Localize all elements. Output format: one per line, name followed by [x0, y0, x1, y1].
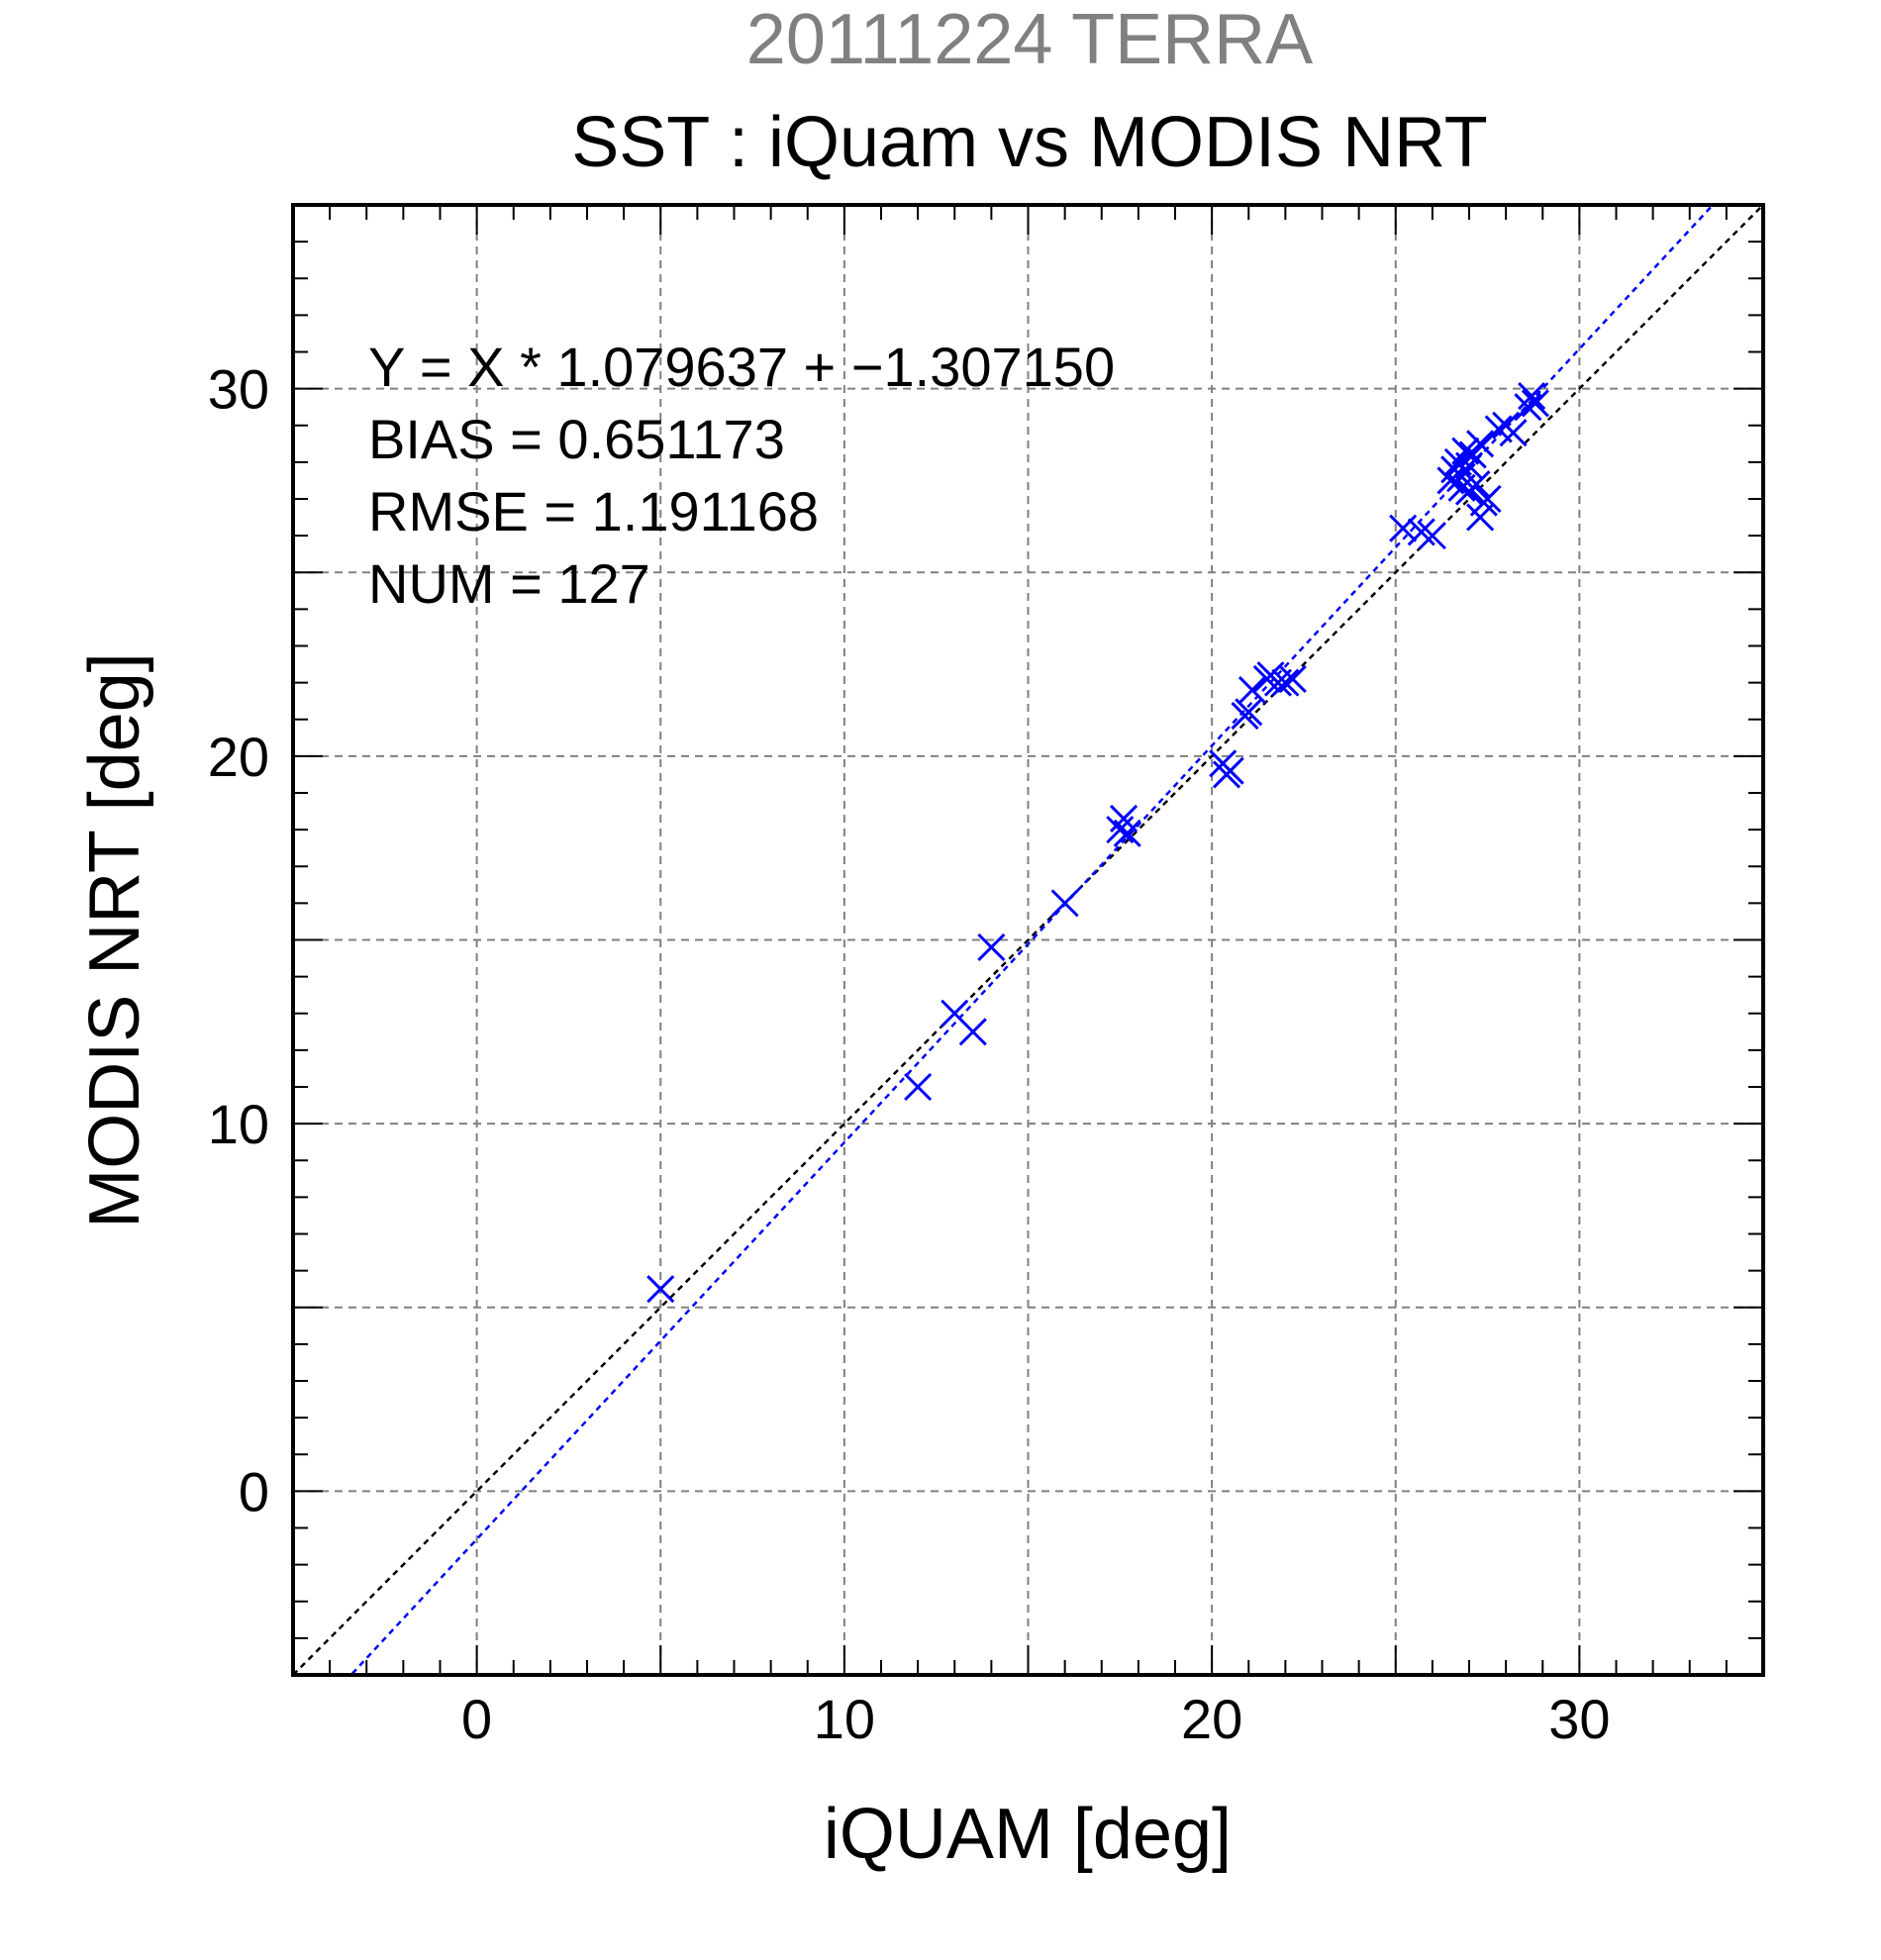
y-axis-label: MODIS NRT [deg]	[75, 652, 154, 1228]
data-point	[1216, 756, 1244, 785]
data-point	[1521, 389, 1549, 418]
y-tick-label: 0	[239, 1460, 269, 1522]
x-tick-label: 20	[1181, 1688, 1242, 1750]
stats-line: BIAS = 0.651173	[368, 408, 785, 470]
data-point	[1389, 514, 1418, 542]
data-point	[1113, 819, 1141, 847]
data-point	[1466, 430, 1495, 458]
data-points	[646, 381, 1549, 1304]
stats-line: RMSE = 1.191168	[368, 480, 819, 542]
x-tick-label: 30	[1548, 1688, 1610, 1750]
data-point	[646, 1275, 675, 1304]
data-point	[1418, 522, 1446, 550]
y-tick-labels: 0 10 20 30	[208, 358, 269, 1523]
plot-frame	[291, 203, 1765, 1677]
stats-line: Y = X * 1.079637 + −1.307150	[368, 336, 1115, 398]
x-tick-label: 10	[814, 1688, 875, 1750]
y-tick-label: 30	[208, 358, 269, 421]
chart-subtitle: SST : iQuam vs MODIS NRT	[571, 103, 1488, 182]
stats-line: NUM = 127	[368, 552, 650, 615]
y-tick-label: 10	[208, 1093, 269, 1155]
x-tick-labels: 0 10 20 30	[461, 1688, 1610, 1750]
x-axis-label: iQUAM [deg]	[824, 1795, 1232, 1874]
data-point	[1518, 381, 1546, 411]
data-point	[1106, 816, 1135, 844]
chart-title: 20111224 TERRA	[746, 0, 1313, 79]
regression-fit-line	[348, 205, 1715, 1675]
data-point	[1278, 664, 1307, 693]
data-point	[1407, 518, 1436, 546]
data-point	[977, 932, 1006, 961]
x-tick-label: 0	[461, 1688, 492, 1750]
data-point	[1454, 451, 1484, 480]
data-point	[904, 1072, 933, 1102]
data-point	[1447, 473, 1476, 502]
data-point	[1271, 668, 1300, 697]
data-point	[1499, 419, 1528, 447]
regression-stats: Y = X * 1.079637 + −1.307150 BIAS = 0.651…	[368, 336, 1115, 615]
minor-ticks	[293, 205, 1763, 1675]
data-point	[1454, 477, 1484, 506]
reference-lines	[293, 205, 1763, 1675]
data-point	[1514, 393, 1542, 422]
data-point	[1050, 889, 1079, 918]
identity-line	[293, 205, 1763, 1675]
data-point	[1238, 675, 1267, 705]
y-tick-label: 20	[208, 726, 269, 788]
data-point	[1473, 484, 1502, 514]
data-point	[958, 1018, 987, 1046]
